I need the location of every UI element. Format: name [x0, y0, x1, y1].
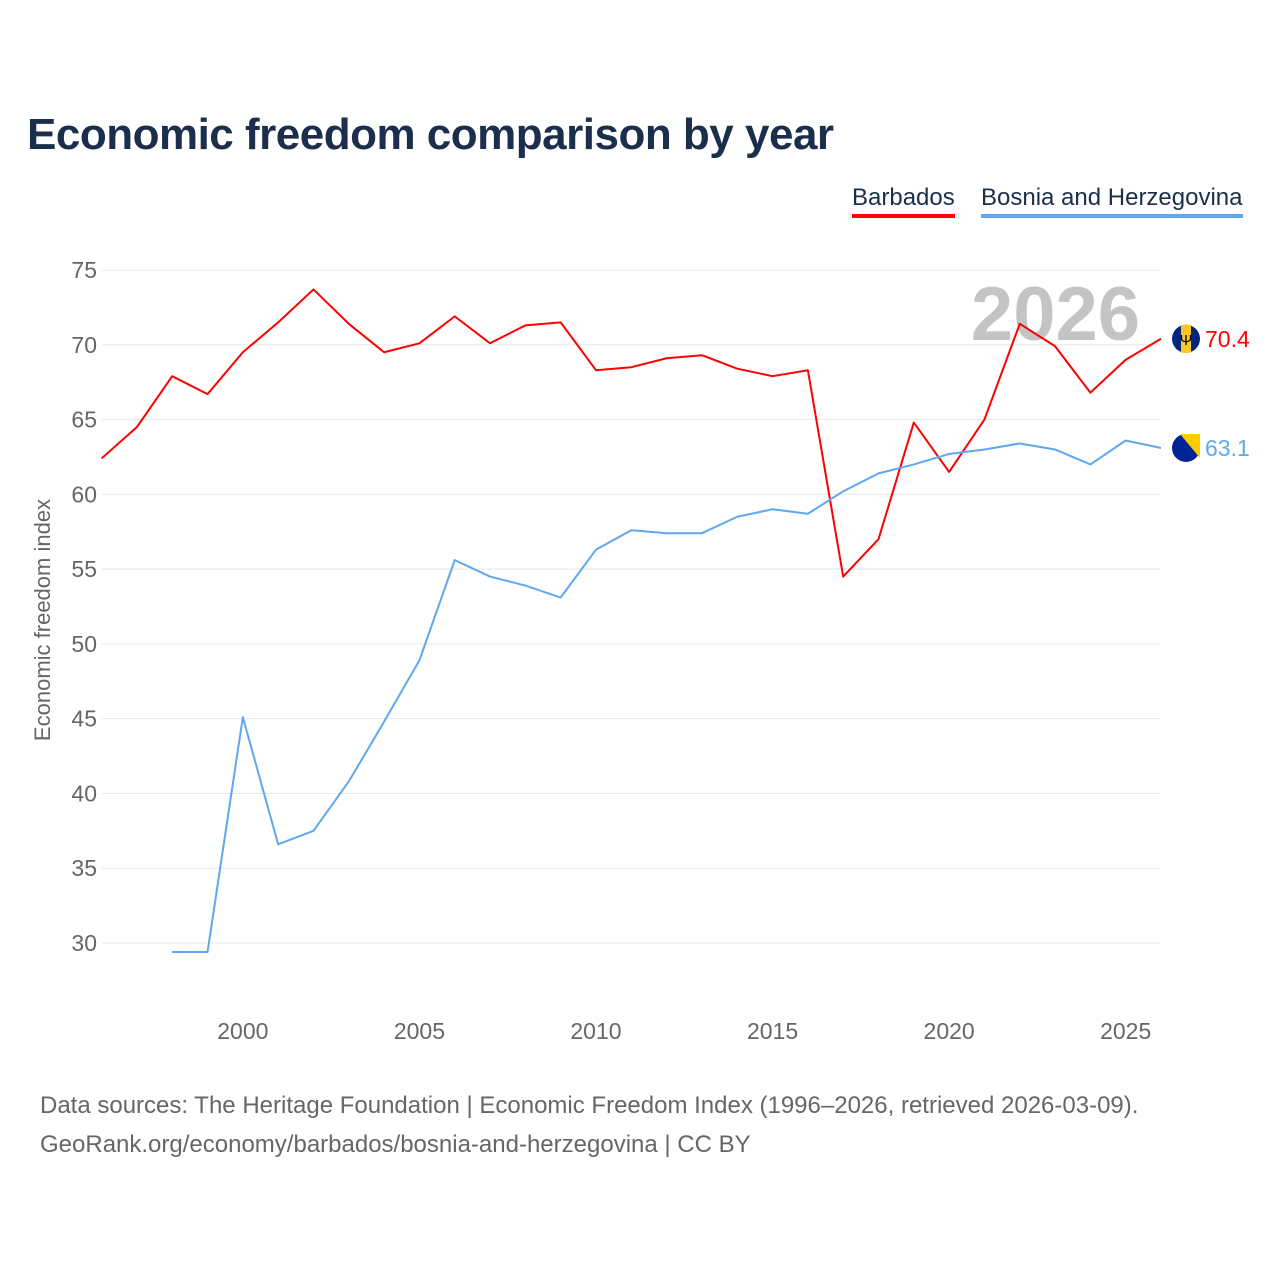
y-tick-label: 55	[71, 556, 97, 582]
end-value-label: 70.4	[1205, 326, 1250, 352]
chart-title: Economic freedom comparison by year	[27, 110, 834, 159]
series-line-barbados	[100, 288, 1162, 578]
x-tick-label: 2025	[1100, 1018, 1151, 1044]
y-axis-label: Economic freedom index	[30, 499, 55, 741]
bosnia-flag-triangle	[1180, 433, 1200, 458]
x-tick-label: 2000	[217, 1018, 268, 1044]
year-watermark: 2026	[971, 272, 1140, 357]
x-tick-label: 2005	[394, 1018, 445, 1044]
footer-sources: Data sources: The Heritage Foundation | …	[40, 1092, 1139, 1119]
y-tick-label: 50	[71, 631, 97, 657]
x-tick-label: 2010	[570, 1018, 621, 1044]
legend-bosnia[interactable]: Bosnia and Herzegovina	[981, 184, 1243, 218]
barbados-flag-stripe	[1181, 324, 1191, 353]
trident-icon: Ψ	[1180, 332, 1193, 349]
y-tick-label: 60	[71, 481, 97, 507]
x-tick-label: 2015	[747, 1018, 798, 1044]
y-tick-label: 45	[71, 706, 97, 732]
y-tick-label: 65	[71, 407, 97, 433]
series-line-bosnia	[172, 439, 1162, 953]
footer-link[interactable]: GeoRank.org/economy/barbados/bosnia-and-…	[40, 1131, 751, 1158]
footer: Data sources: The Heritage Foundation | …	[40, 1086, 1138, 1164]
y-tick-label: 30	[71, 930, 97, 956]
x-tick-label: 2020	[924, 1018, 975, 1044]
y-tick-label: 35	[71, 855, 97, 881]
y-tick-label: 40	[71, 780, 97, 806]
legend-barbados[interactable]: Barbados	[852, 184, 955, 218]
y-tick-label: 70	[71, 332, 97, 358]
end-value-label: 63.1	[1205, 435, 1250, 461]
y-tick-label: 75	[71, 257, 97, 283]
